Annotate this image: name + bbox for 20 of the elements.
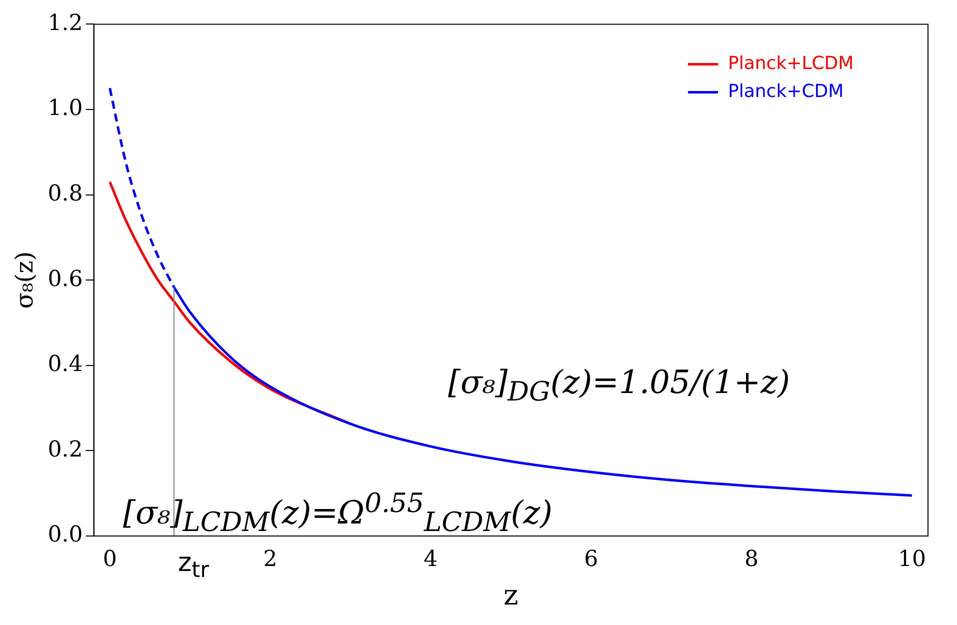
x-tick-label: 10 xyxy=(898,546,926,572)
annotation: [σ₈]$_{LCDM}$(z)=Ω$^{0.55}$$_{LCDM}$(z) xyxy=(123,488,553,538)
legend-label: Planck+LCDM xyxy=(728,52,854,74)
y-tick-label: 0.0 xyxy=(48,522,83,548)
y-axis-title: σ₈(z) xyxy=(10,251,39,309)
y-tick-label: 0.6 xyxy=(48,266,83,292)
y-tick-label: 1.0 xyxy=(48,96,83,122)
legend-label: Planck+CDM xyxy=(728,80,844,102)
y-tick-label: 0.4 xyxy=(48,352,83,378)
ref-line-label: z$_{tr}$ xyxy=(178,548,210,584)
x-tick-label: 4 xyxy=(424,546,438,572)
x-axis-title: z xyxy=(504,578,518,612)
y-tick-label: 0.8 xyxy=(48,182,83,207)
x-tick-label: 2 xyxy=(263,546,278,572)
x-tick-label: 0 xyxy=(102,546,117,572)
y-tick-label: 1.2 xyxy=(48,10,83,36)
x-tick-label: 6 xyxy=(584,546,598,572)
annotation: [σ₈]$_{DG}$(z)=1.05/(1+z) xyxy=(448,363,790,408)
y-tick-label: 0.2 xyxy=(48,437,83,462)
x-tick-label: 8 xyxy=(744,546,759,572)
